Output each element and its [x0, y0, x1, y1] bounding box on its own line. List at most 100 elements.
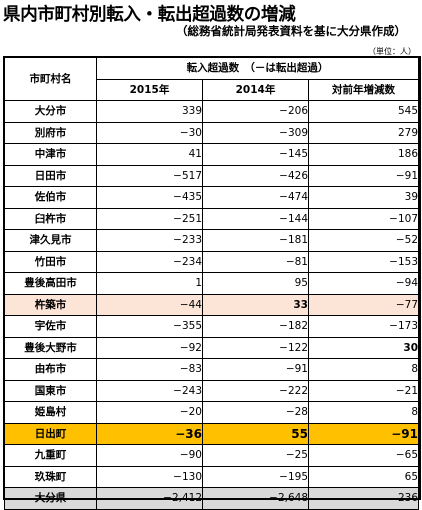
table-body: 大分市 339 −206 545 別府市 −30 −309 279 中津市 41 −145 186 日田…	[4, 100, 420, 510]
cell-2014: −181	[202, 229, 309, 252]
cell-municipality: 姫島村	[4, 401, 97, 424]
cell-municipality: 宇佐市	[4, 315, 97, 338]
table-row: 日田市 −517 −426 −91	[4, 164, 420, 187]
cell-2014: 95	[202, 272, 309, 295]
cell-diff: −21	[307, 379, 420, 402]
cell-municipality: 佐伯市	[4, 186, 97, 209]
cell-municipality: 玖珠町	[4, 465, 97, 488]
cell-2014: 33	[202, 293, 309, 316]
table-row: 杵築市 −44 33 −77	[4, 293, 420, 316]
cell-2015: −90	[96, 444, 203, 467]
cell-municipality: 津久見市	[4, 229, 97, 252]
table-row: 大分県 −2,412 −2,648 236	[4, 487, 420, 510]
cell-2014: −195	[202, 465, 309, 488]
cell-diff: −153	[307, 250, 420, 273]
cell-municipality: 由布市	[4, 358, 97, 381]
cell-municipality: 大分市	[4, 100, 97, 123]
cell-2014: −122	[202, 336, 309, 359]
cell-municipality: 別府市	[4, 121, 97, 144]
cell-2014: −25	[202, 444, 309, 467]
table-row: 宇佐市 −355 −182 −173	[4, 315, 420, 338]
cell-2015: −44	[96, 293, 203, 316]
header-diff: 対前年増減数	[307, 78, 420, 101]
cell-diff: −91	[307, 422, 420, 445]
cell-diff: −52	[307, 229, 420, 252]
cell-2015: −243	[96, 379, 203, 402]
cell-2014: −91	[202, 358, 309, 381]
cell-2015: −234	[96, 250, 203, 273]
cell-municipality: 豊後高田市	[4, 272, 97, 295]
cell-2015: 41	[96, 143, 203, 166]
cell-diff: 236	[307, 487, 420, 510]
table-row: 由布市 −83 −91 8	[4, 358, 420, 381]
cell-2015: −251	[96, 207, 203, 230]
cell-2015: −36	[96, 422, 203, 445]
cell-2014: −206	[202, 100, 309, 123]
cell-diff: −94	[307, 272, 420, 295]
cell-2015: −130	[96, 465, 203, 488]
cell-municipality: 大分県	[4, 487, 97, 510]
table-row: 中津市 41 −145 186	[4, 143, 420, 166]
cell-diff: 30	[307, 336, 420, 359]
table-row: 臼杵市 −251 −144 −107	[4, 207, 420, 230]
cell-2015: 1	[96, 272, 203, 295]
header-municipality: 市町村名	[4, 57, 97, 101]
cell-2015: −233	[96, 229, 203, 252]
cell-municipality: 中津市	[4, 143, 97, 166]
cell-municipality: 国東市	[4, 379, 97, 402]
cell-municipality: 日田市	[4, 164, 97, 187]
cell-diff: 279	[307, 121, 420, 144]
cell-2014: −145	[202, 143, 309, 166]
cell-2014: −426	[202, 164, 309, 187]
table-row: 竹田市 −234 −81 −153	[4, 250, 420, 273]
header-net-inflow: 転入超過数 （－は転出超過）	[95, 57, 420, 80]
cell-2015: −2,412	[96, 487, 203, 510]
table-row: 別府市 −30 −309 279	[4, 121, 420, 144]
cell-2014: −28	[202, 401, 309, 424]
cell-diff: −77	[307, 293, 420, 316]
unit-note: （単位：人）	[368, 47, 416, 56]
table-row: 国東市 −243 −222 −21	[4, 379, 420, 402]
table-row: 日出町 −36 55 −91	[4, 422, 420, 445]
table-row: 姫島村 −20 −28 8	[4, 401, 420, 424]
cell-municipality: 杵築市	[4, 293, 97, 316]
cell-2015: −517	[96, 164, 203, 187]
cell-diff: −173	[307, 315, 420, 338]
table-row: 佐伯市 −435 −474 39	[4, 186, 420, 209]
cell-2015: 339	[96, 100, 203, 123]
cell-2014: −144	[202, 207, 309, 230]
cell-2014: −2,648	[202, 487, 309, 510]
cell-2014: −309	[202, 121, 309, 144]
cell-diff: 186	[307, 143, 420, 166]
cell-2015: −92	[96, 336, 203, 359]
cell-diff: 545	[307, 100, 420, 123]
cell-diff: 65	[307, 465, 420, 488]
cell-diff: −107	[307, 207, 420, 230]
cell-2014: −222	[202, 379, 309, 402]
cell-2014: −474	[202, 186, 309, 209]
cell-2015: −30	[96, 121, 203, 144]
header-2014: 2014年	[202, 78, 309, 101]
cell-municipality: 九重町	[4, 444, 97, 467]
cell-2015: −355	[96, 315, 203, 338]
table-row: 豊後大野市 −92 −122 30	[4, 336, 420, 359]
page-title: 県内市町村別転入・転出超過数の増減	[3, 5, 296, 25]
cell-2014: −182	[202, 315, 309, 338]
cell-municipality: 竹田市	[4, 250, 97, 273]
cell-diff: 39	[307, 186, 420, 209]
cell-diff: −91	[307, 164, 420, 187]
cell-diff: −65	[307, 444, 420, 467]
cell-2014: −81	[202, 250, 309, 273]
cell-diff: 8	[307, 401, 420, 424]
table-row: 津久見市 −233 −181 −52	[4, 229, 420, 252]
table-row: 九重町 −90 −25 −65	[4, 444, 420, 467]
table-row: 豊後高田市 1 95 −94	[4, 272, 420, 295]
cell-2014: 55	[202, 422, 309, 445]
cell-diff: 8	[307, 358, 420, 381]
cell-2015: −83	[96, 358, 203, 381]
table-row: 大分市 339 −206 545	[4, 100, 420, 123]
header-2015: 2015年	[96, 78, 203, 101]
cell-municipality: 臼杵市	[4, 207, 97, 230]
cell-2015: −20	[96, 401, 203, 424]
cell-municipality: 日出町	[4, 422, 97, 445]
